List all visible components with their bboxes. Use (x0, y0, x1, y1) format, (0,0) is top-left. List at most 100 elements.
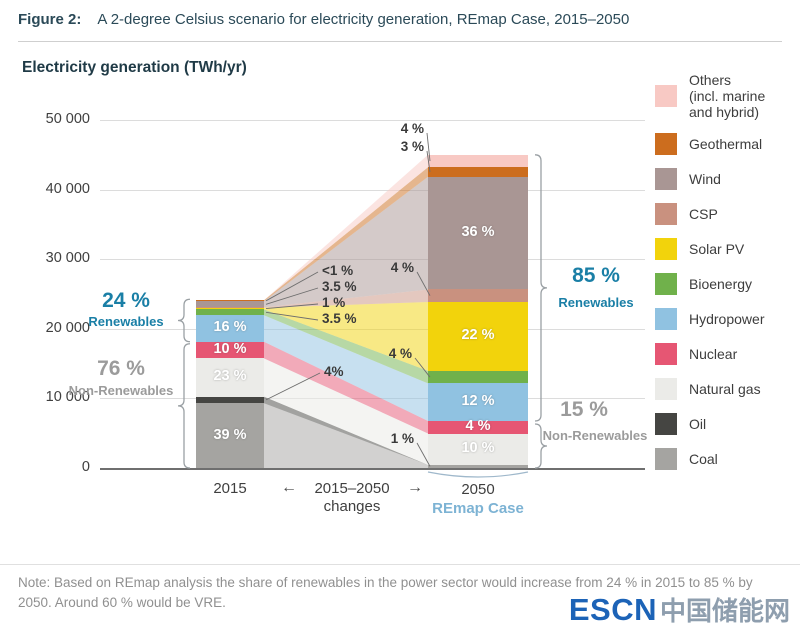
legend-swatch-coal (655, 448, 677, 471)
segment-label-solar-pv-2050: 22 % (461, 327, 495, 344)
segment-label-hydropower-2015: 16 % (213, 319, 247, 336)
figure-title: A 2-degree Celsius scenario for electric… (97, 11, 630, 28)
out-label-oil-2015: 4% (324, 364, 344, 379)
bar-2015-segment-oil (196, 396, 264, 404)
bar-2050-segment-others-incl-marine-and-hybrid (428, 154, 528, 168)
legend-label-solar-pv: Solar PV (689, 241, 745, 258)
escn-logo-chinese-text: 中国储能网 (659, 596, 790, 626)
legend-label-natural-gas: Natural gas (689, 381, 761, 398)
bar-2050-segment-csp (428, 289, 528, 302)
legend-item-oil: Oil (655, 413, 765, 436)
bar-2050-segment-bioenergy (428, 370, 528, 384)
legend-swatch-wind (655, 168, 677, 191)
out-label-geothermal-2050: 3 % (400, 139, 424, 154)
bar-2050-segment-coal (428, 464, 528, 468)
segment-label-nuclear-2015: 10 % (213, 341, 247, 358)
bar-2015-segment-geothermal (196, 300, 264, 302)
x-label-period: 2015–2050 (314, 480, 390, 497)
bar-2050-segment-natural-gas (428, 433, 528, 465)
y-tick-50-000: 50 000 (45, 111, 90, 127)
bar-2015-segment-nuclear (196, 341, 264, 359)
gridline-0 (100, 468, 645, 470)
segment-label-coal-2015: 39 % (213, 426, 247, 443)
y-tick-10-000: 10 000 (45, 389, 90, 406)
legend-item-solar-pv: Solar PV (655, 238, 765, 261)
bar-2015-segment-bioenergy (196, 309, 264, 316)
chart-legend: Others (incl. marine and hybrid) Geotherm… (655, 72, 765, 471)
legend-label-others-incl-marine-and-hybrid: Others (incl. marine and hybrid) (689, 72, 766, 121)
legend-item-others-incl-marine-and-hybrid: Others (incl. marine and hybrid) (655, 72, 765, 120)
note-text: Note: Based on REmap analysis the share … (18, 575, 753, 611)
annotation-nonrenewables-2015-pct: 76 % (97, 357, 145, 380)
legend-label-hydropower: Hydropower (689, 311, 765, 328)
bar-2050-segment-geothermal (428, 167, 528, 177)
segment-label-natural-gas-2050: 10 % (461, 440, 495, 457)
segment-label-nuclear-2050: 4 % (465, 418, 491, 435)
x-label-2050: 2050 (461, 481, 495, 498)
legend-label-bioenergy: Bioenergy (689, 276, 753, 293)
x-label-2015: 2015 (213, 480, 247, 497)
bar-2015-segment-hydropower (196, 315, 264, 342)
legend-item-csp: CSP (655, 203, 765, 226)
legend-swatch-geothermal (655, 133, 677, 156)
legend-item-geothermal: Geothermal (655, 133, 765, 156)
escn-logo-text: ESCN (568, 592, 657, 627)
x-label-changes: changes (323, 498, 381, 515)
segment-label-wind-2050: 36 % (461, 224, 495, 241)
annotation-renewables-2050-label: Renewables (558, 295, 634, 310)
chart-title: Electricity generation (TWh/yr) (22, 59, 247, 76)
bar-2015-segment-coal (196, 403, 264, 468)
y-tick-20-000: 20 000 (45, 319, 90, 336)
segment-label-hydropower-2050: 12 % (461, 393, 495, 410)
left-arrow-icon: ← (281, 479, 297, 496)
escn-logo: ESCN 中国储能网 (568, 591, 790, 628)
legend-label-wind: Wind (689, 171, 721, 188)
legend-swatch-bioenergy (655, 273, 677, 296)
y-tick-40-000: 40 000 (45, 180, 90, 197)
bar-2050-segment-hydropower (428, 383, 528, 421)
annotation-renewables-2015-pct: 24 % (102, 289, 150, 312)
legend-item-wind: Wind (655, 168, 765, 191)
figure-header: Figure 2: A 2-degree Celsius scenario for… (18, 11, 629, 28)
annotation-nonrenewables-2015-label: Non-Renewables (68, 383, 174, 398)
legend-item-hydropower: Hydropower (655, 308, 765, 331)
segment-label-natural-gas-2015: 23 % (213, 368, 247, 385)
bar-2050-segment-wind (428, 176, 528, 290)
legend-swatch-solar-pv (655, 238, 677, 261)
legend-label-geothermal: Geothermal (689, 136, 763, 153)
legend-label-csp: CSP (689, 206, 718, 223)
bar-2015-segment-wind (196, 301, 264, 308)
legend-item-natural-gas: Natural gas (655, 378, 765, 401)
figure-label: Figure 2: (18, 11, 82, 28)
bar-2015-segment-solar-pv (196, 307, 264, 310)
legend-swatch-oil (655, 413, 677, 436)
bar-2050-segment-solar-pv (428, 302, 528, 371)
bar-2050-segment-nuclear (428, 421, 528, 434)
legend-swatch-nuclear (655, 343, 677, 366)
annotation-nonrenewables-2050-pct: 15 % (560, 398, 608, 421)
out-label-others-incl-marine-and-hybrid-2050: 4 % (400, 121, 424, 136)
out-label-solar-pv-2015: 1 % (322, 295, 346, 310)
gridline-50-000 (100, 120, 645, 121)
legend-item-nuclear: Nuclear (655, 343, 765, 366)
note-divider (0, 564, 800, 565)
y-tick-30-000: 30 000 (45, 250, 90, 267)
legend-swatch-csp (655, 203, 677, 226)
legend-swatch-others-incl-marine-and-hybrid (655, 85, 677, 108)
right-arrow-icon: → (407, 479, 423, 496)
bar-2015-segment-natural-gas (196, 358, 264, 397)
out-label-wind-2015: 3.5 % (322, 279, 357, 294)
legend-label-coal: Coal (689, 451, 718, 468)
legend-label-nuclear: Nuclear (689, 346, 738, 363)
legend-swatch-hydropower (655, 308, 677, 331)
out-label-geothermal-2015: <1 % (322, 263, 354, 278)
legend-label-oil: Oil (689, 416, 707, 433)
out-label-bioenergy-2015: 3.5 % (322, 311, 357, 326)
header-divider (18, 41, 782, 42)
legend-item-coal: Coal (655, 448, 765, 471)
annotation-renewables-2015-label: Renewables (88, 314, 164, 329)
y-tick-0: 0 (81, 459, 90, 475)
out-label-bioenergy-2050: 4 % (388, 346, 412, 361)
